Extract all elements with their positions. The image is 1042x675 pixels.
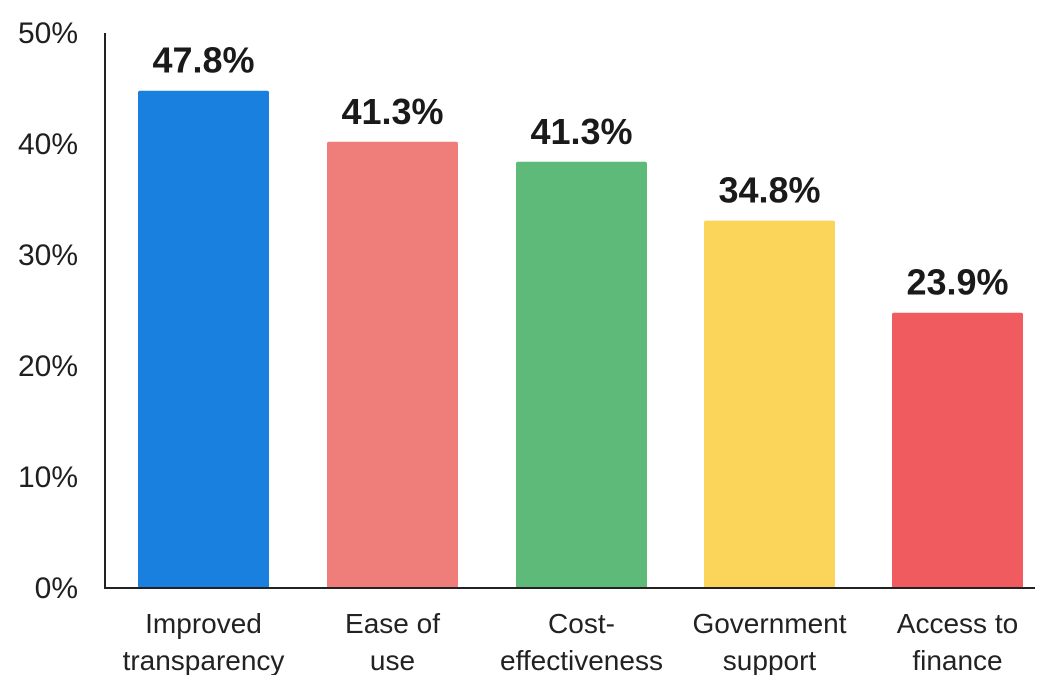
x-tick-label: Cost- — [548, 608, 615, 639]
x-tick-label: transparency — [123, 645, 285, 675]
y-axis: 0% 10% 20% 30% 40% 50% — [18, 17, 106, 605]
x-tick-label: Ease of — [345, 608, 440, 639]
data-label: 47.8% — [152, 40, 254, 81]
data-label: 41.3% — [341, 91, 443, 132]
y-tick-label: 10% — [18, 461, 78, 494]
x-tick-label: support — [723, 645, 817, 675]
bars: 47.8% 41.3% 41.3% 34.8% 23.9% — [138, 40, 1023, 588]
x-tick-label: Government — [692, 608, 846, 639]
y-tick-label: 0% — [35, 572, 78, 605]
x-tick-label: finance — [912, 645, 1002, 675]
bar — [138, 90, 269, 588]
x-axis: Improved transparency Ease of use Cost-effec… — [104, 587, 1035, 675]
y-tick-label: 30% — [18, 239, 78, 272]
x-tick-label: Improved — [145, 608, 262, 639]
bar — [327, 141, 458, 588]
y-tick-label: 40% — [18, 128, 78, 161]
bar — [892, 312, 1023, 588]
x-tick-label: Access to — [897, 608, 1018, 639]
data-label: 41.3% — [530, 111, 632, 152]
bar — [516, 161, 647, 588]
y-tick-label: 20% — [18, 350, 78, 383]
y-tick-label: 50% — [18, 17, 78, 50]
bar — [704, 220, 835, 588]
x-tick-label: use — [370, 645, 415, 675]
data-label: 23.9% — [906, 262, 1008, 303]
x-tick-label: effectiveness — [500, 645, 663, 675]
data-label: 34.8% — [718, 170, 820, 211]
